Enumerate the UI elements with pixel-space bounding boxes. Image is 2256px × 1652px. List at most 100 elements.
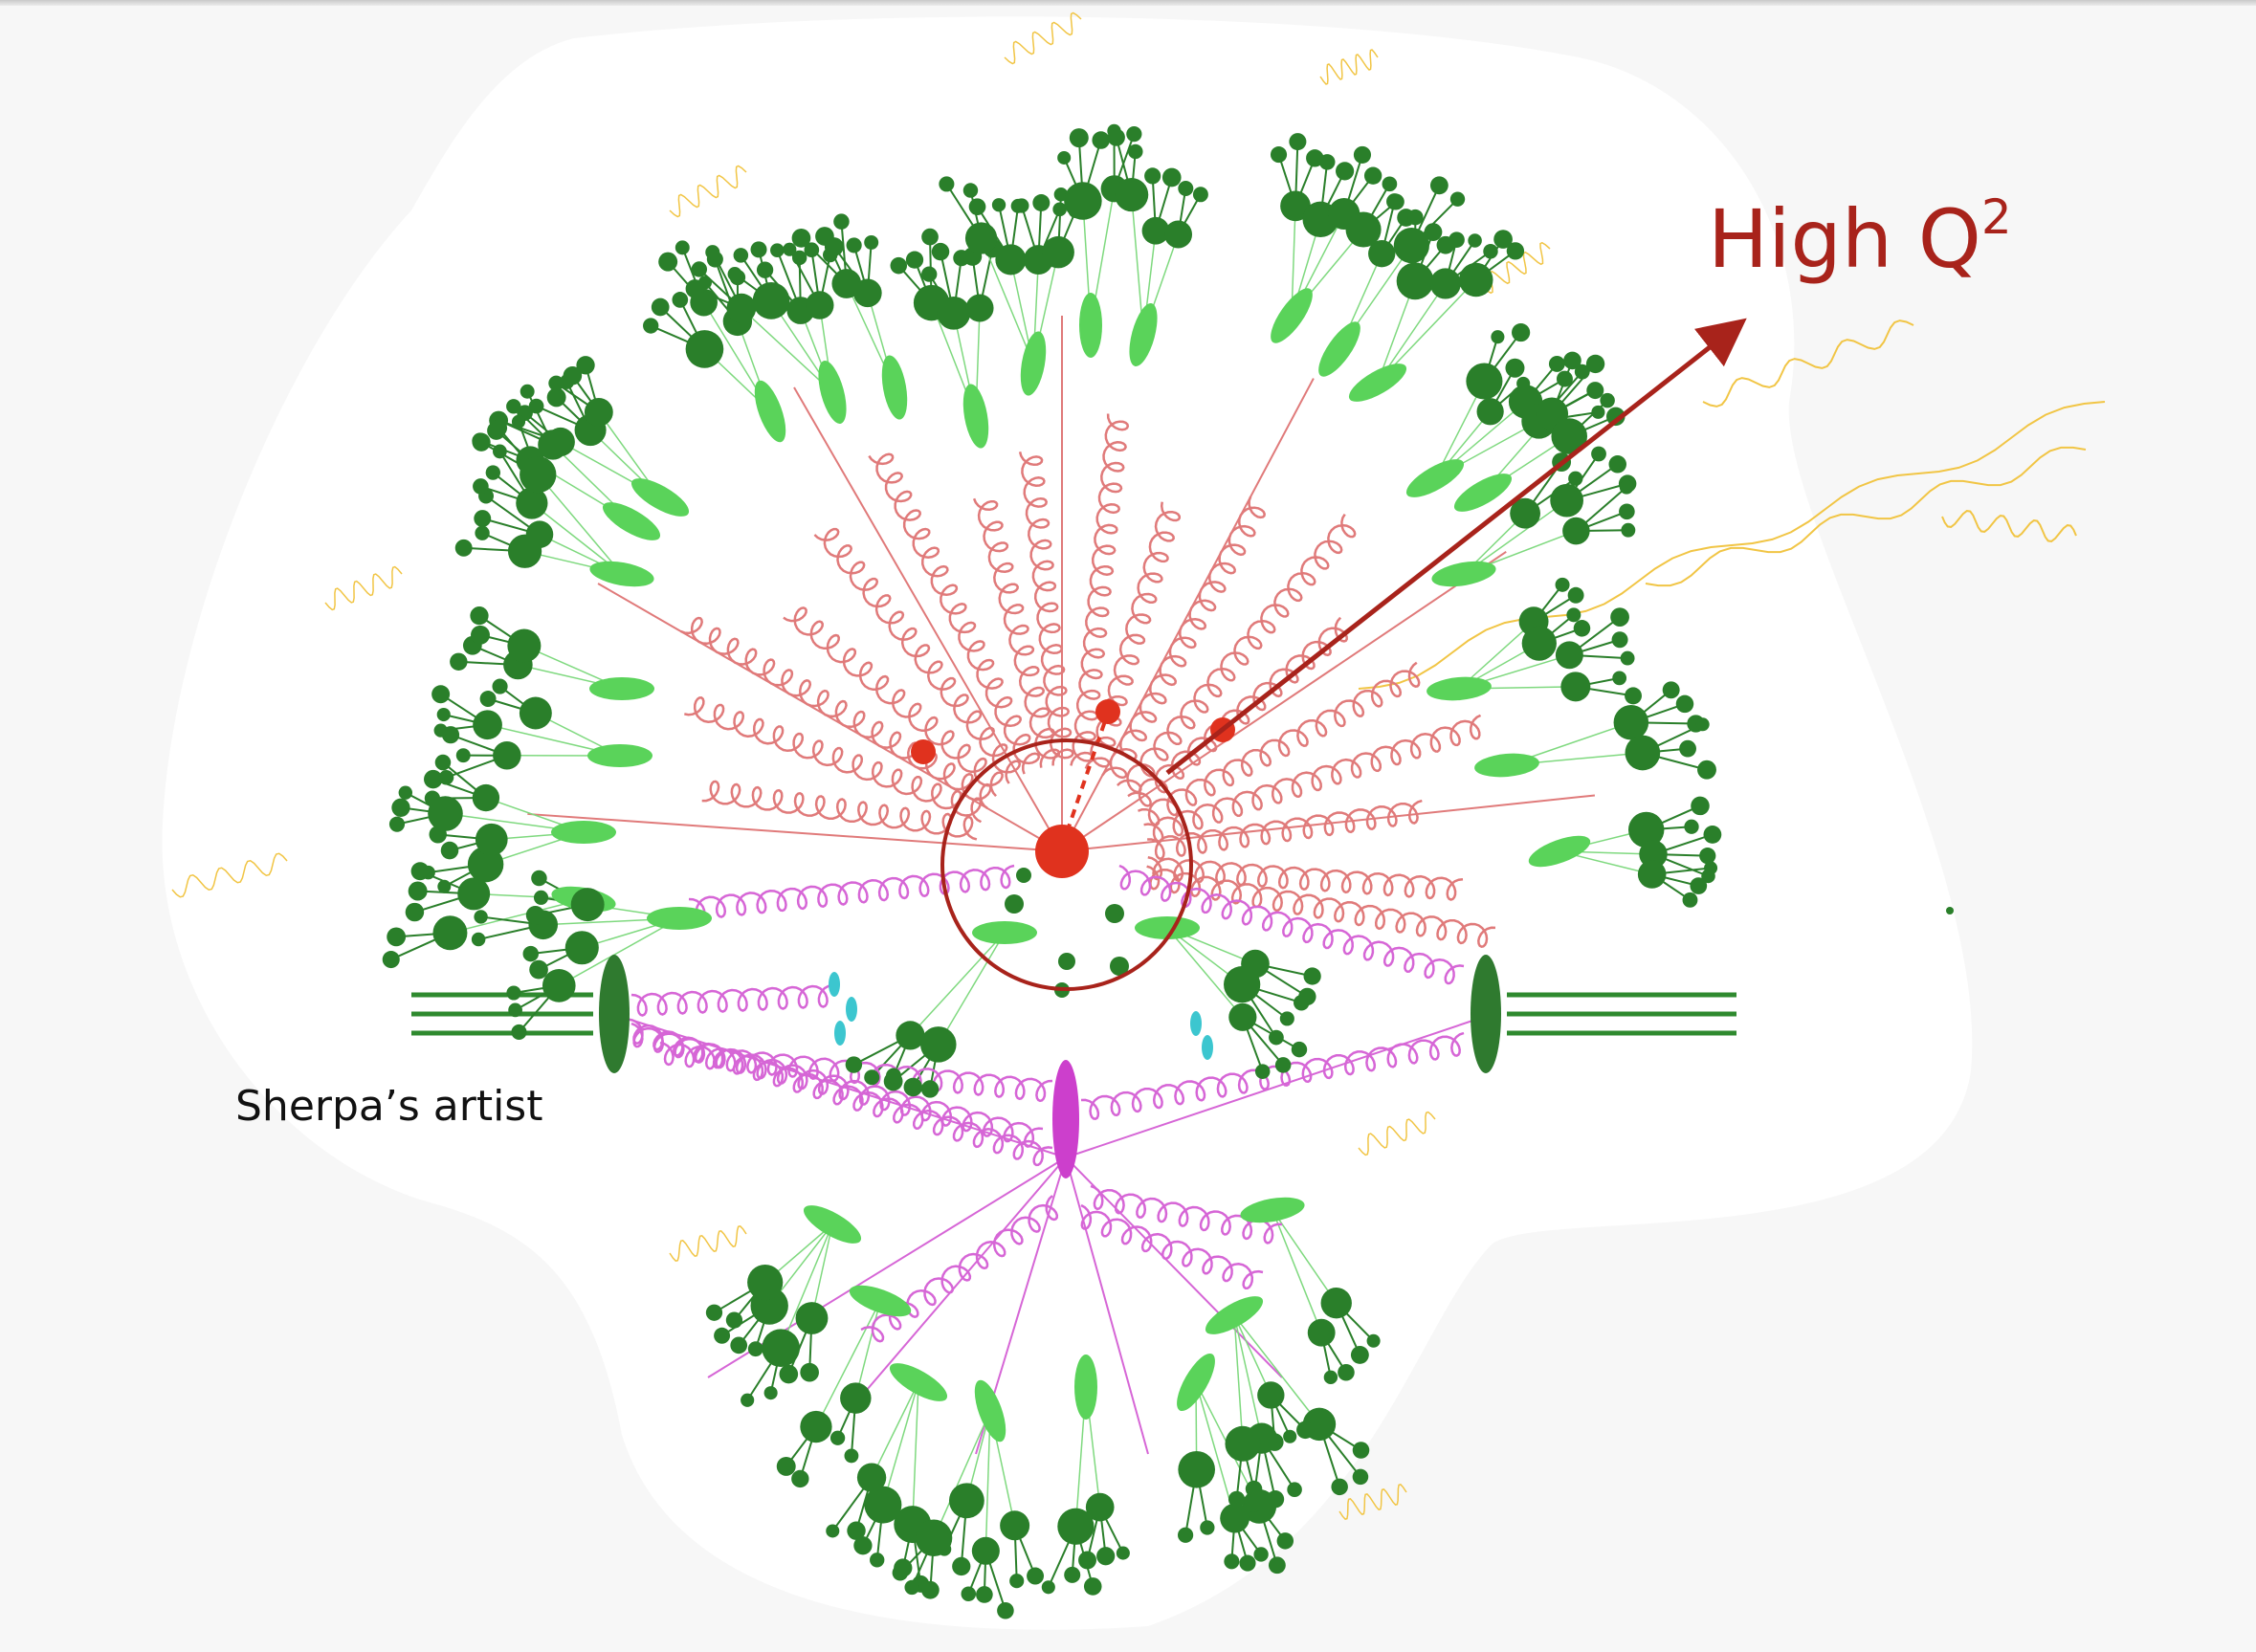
decay-hadron — [853, 1536, 873, 1555]
decay-hadron — [533, 890, 549, 905]
decay-hadron — [436, 707, 451, 722]
hadron-cluster — [881, 355, 908, 420]
decay-hadron — [440, 841, 459, 860]
decay-hadron — [1620, 650, 1635, 666]
decay-hadron — [962, 183, 979, 198]
decay-hadron — [776, 1456, 796, 1476]
decay-hadron — [791, 229, 811, 248]
hadron — [457, 877, 491, 911]
hadron — [937, 296, 971, 330]
decay-hadron — [1619, 479, 1634, 495]
decay-hadron — [846, 237, 862, 253]
high-q-label: High Q2 — [1708, 193, 2012, 279]
photon-line — [171, 852, 288, 898]
hadron — [1064, 182, 1102, 220]
decay-hadron — [528, 398, 544, 414]
hadron-track — [912, 1381, 919, 1525]
decay-hadron — [770, 243, 785, 257]
shower-gluon — [1138, 661, 1421, 826]
decay-hadron — [531, 870, 547, 887]
hadron-cluster — [1129, 303, 1158, 366]
hadron-track — [558, 917, 680, 987]
hadron-track — [1272, 1209, 1338, 1304]
hadron — [520, 455, 557, 494]
hadron — [570, 888, 605, 922]
decay-hadron — [1069, 128, 1089, 148]
decay-hadron — [1697, 760, 1716, 780]
hadron — [856, 1463, 887, 1492]
photon-line — [1319, 49, 1379, 85]
decay-hadron — [1407, 209, 1424, 226]
decay-hadron — [885, 1068, 902, 1084]
decay-hadron — [473, 478, 489, 495]
shower-gluon — [813, 527, 1022, 784]
decay-hadron — [506, 399, 521, 414]
hadron — [840, 1382, 872, 1414]
decay-hadron — [1625, 687, 1642, 705]
hadron — [545, 427, 575, 457]
hadron — [1225, 1425, 1261, 1462]
hadron-track — [938, 932, 1006, 1046]
hadron-track — [854, 1300, 881, 1399]
decay-hadron — [485, 465, 501, 480]
hadron-cluster — [818, 361, 847, 424]
decay-hadron — [952, 1556, 971, 1576]
decay-hadron — [398, 785, 413, 800]
decay-hadron — [1675, 694, 1694, 714]
decay-hadron — [1363, 166, 1382, 185]
decay-hadron — [472, 432, 491, 452]
underlying-gluon — [1080, 1203, 1264, 1290]
hadron — [1368, 239, 1396, 268]
hadron-track — [1233, 1314, 1272, 1396]
underlying-line — [1065, 1156, 1149, 1455]
decay-hadron — [1386, 193, 1404, 210]
remnant-blob-right-1 — [1190, 1011, 1202, 1036]
shower-gluon — [1147, 799, 1423, 861]
hadron-cluster — [602, 502, 661, 540]
decay-hadron — [643, 318, 659, 334]
decay-hadron — [450, 652, 468, 672]
decay-hadron — [1107, 128, 1125, 146]
decay-hadron — [890, 256, 908, 275]
hadron — [1627, 811, 1665, 848]
decay-hadron — [471, 625, 490, 645]
remnant-blob-left-3 — [834, 1021, 846, 1046]
shower-gluon — [868, 452, 1041, 775]
hadron-track — [871, 1381, 919, 1478]
decay-hadron — [424, 769, 443, 789]
decay-hadron — [506, 985, 521, 1001]
hadron — [1057, 1508, 1095, 1545]
decay-hadron — [1224, 1553, 1240, 1570]
decay-hadron — [1679, 739, 1696, 758]
decay-hadron — [1200, 1520, 1215, 1535]
decay-hadron — [490, 419, 508, 437]
decay-hadron — [691, 261, 708, 277]
decay-hadron — [1296, 1421, 1315, 1440]
decay-hadron — [1585, 354, 1605, 374]
decay-hadron — [529, 959, 548, 980]
decay-hadron — [847, 1521, 866, 1540]
decay-hadron — [1338, 1363, 1355, 1381]
hadron — [805, 291, 834, 319]
shower-gluon — [1101, 496, 1266, 780]
decay-hadron — [1032, 194, 1051, 211]
hadron-cluster — [1074, 1355, 1097, 1420]
remnant-blob-left-2 — [846, 997, 857, 1022]
decay-hadron — [1556, 370, 1573, 387]
decay-hadron — [991, 198, 1006, 212]
hadron — [1164, 220, 1193, 249]
hadron — [475, 823, 508, 856]
hadron-track — [1166, 927, 1244, 1018]
decay-hadron — [685, 279, 705, 298]
hadron — [1521, 626, 1557, 661]
hadron — [752, 282, 790, 319]
decay-vertex-2 — [1095, 699, 1120, 724]
decay-hadron — [727, 267, 742, 282]
decay-hadron — [1331, 1478, 1348, 1496]
decay-hadron — [1611, 631, 1628, 649]
decay-hadron — [438, 769, 454, 785]
hard-process-circle-highlight — [940, 738, 1193, 991]
high-q-exponent: 2 — [1980, 189, 2012, 245]
decay-hadron — [1291, 1041, 1308, 1058]
decay-hadron — [1126, 126, 1142, 143]
